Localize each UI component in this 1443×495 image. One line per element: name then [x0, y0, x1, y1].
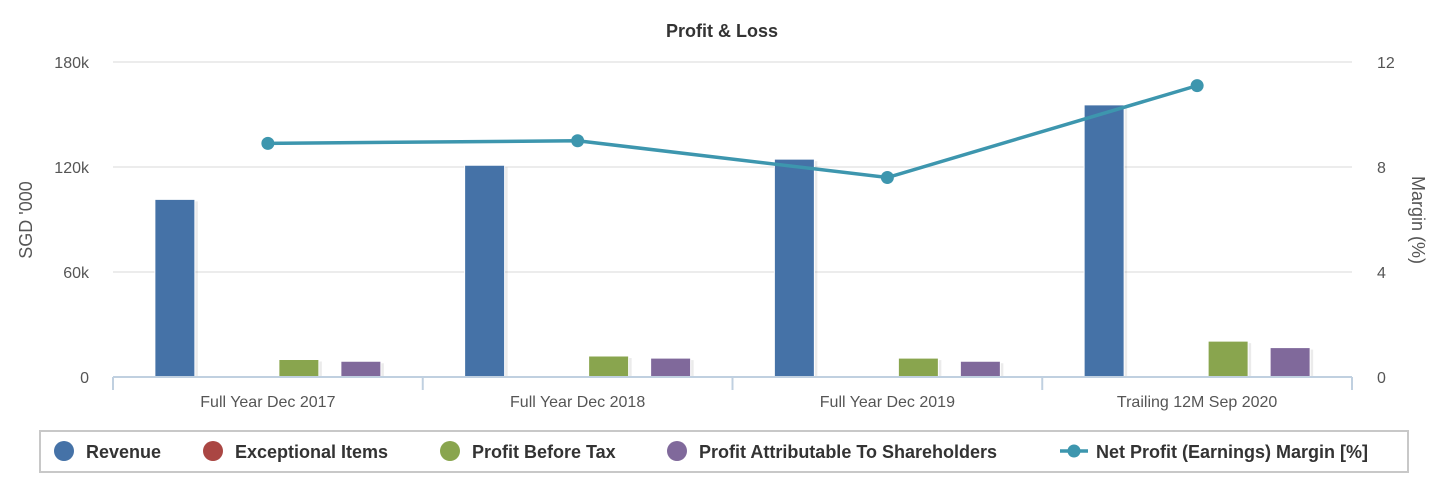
- bar-profit-attributable-to-shareholders: [959, 360, 1001, 378]
- y-tick-label: 180k: [54, 55, 90, 72]
- bar-revenue: [154, 198, 196, 378]
- margin-line: [261, 79, 1204, 184]
- legend-box: [39, 430, 1409, 473]
- y-tick-label: 60k: [63, 265, 90, 282]
- margin-point: [261, 136, 275, 150]
- y2-tick-label: 8: [1377, 160, 1386, 177]
- bar-revenue: [773, 158, 815, 378]
- bars: [154, 104, 1314, 378]
- y-tick-label: 120k: [54, 160, 90, 177]
- bar-profit-before-tax: [897, 357, 939, 378]
- legend-item-label[interactable]: Profit Attributable To Shareholders: [699, 442, 997, 462]
- legend-item-label[interactable]: Net Profit (Earnings) Margin [%]: [1096, 442, 1368, 462]
- bar-revenue: [464, 164, 506, 378]
- bar-profit-attributable-to-shareholders: [340, 360, 382, 378]
- y2-tick-label: 0: [1377, 370, 1386, 387]
- margin-point: [571, 134, 585, 148]
- legend-point-symbol: [1067, 444, 1081, 458]
- legend-item-label[interactable]: Exceptional Items: [235, 442, 388, 462]
- legend-dot-symbol: [203, 441, 223, 461]
- margin-line-path: [267, 83, 1198, 180]
- y-tick-label: 0: [80, 370, 89, 387]
- bar-profit-before-tax: [278, 359, 320, 378]
- legend: Revenue Exceptional Items Profit Before Ta…: [39, 430, 1409, 473]
- legend-item-label[interactable]: Profit Before Tax: [472, 442, 616, 462]
- legend-item-label[interactable]: Revenue: [86, 442, 161, 462]
- y2-tick-label: 4: [1377, 265, 1386, 282]
- legend-dot-symbol: [440, 441, 460, 461]
- margin-point: [1190, 79, 1204, 93]
- x-tick-label: Full Year Dec 2019: [820, 394, 955, 411]
- legend-dot-symbol: [54, 441, 74, 461]
- axes: 0 60k 120k 180k 0 4 8 12 Full Year Dec 2017 Full …: [54, 55, 1395, 411]
- y2-tick-label: 12: [1377, 55, 1395, 72]
- chart-title: Profit & Loss: [666, 21, 778, 41]
- bar-revenue: [1083, 104, 1125, 378]
- legend-dot-symbol: [667, 441, 687, 461]
- x-tick-label: Full Year Dec 2018: [510, 394, 645, 411]
- bar-profit-before-tax: [1207, 340, 1249, 378]
- x-tick-label: Trailing 12M Sep 2020: [1117, 394, 1277, 411]
- grid-lines: [113, 61, 1352, 273]
- bar-profit-attributable-to-shareholders: [1269, 347, 1311, 378]
- y-axis-title: SGD '000: [16, 181, 36, 258]
- margin-point: [880, 171, 894, 184]
- bar-profit-before-tax: [588, 355, 630, 378]
- y2-axis-title: Margin (%): [1408, 176, 1428, 264]
- bar-profit-attributable-to-shareholders: [650, 357, 692, 378]
- x-tick-label: Full Year Dec 2017: [200, 394, 335, 411]
